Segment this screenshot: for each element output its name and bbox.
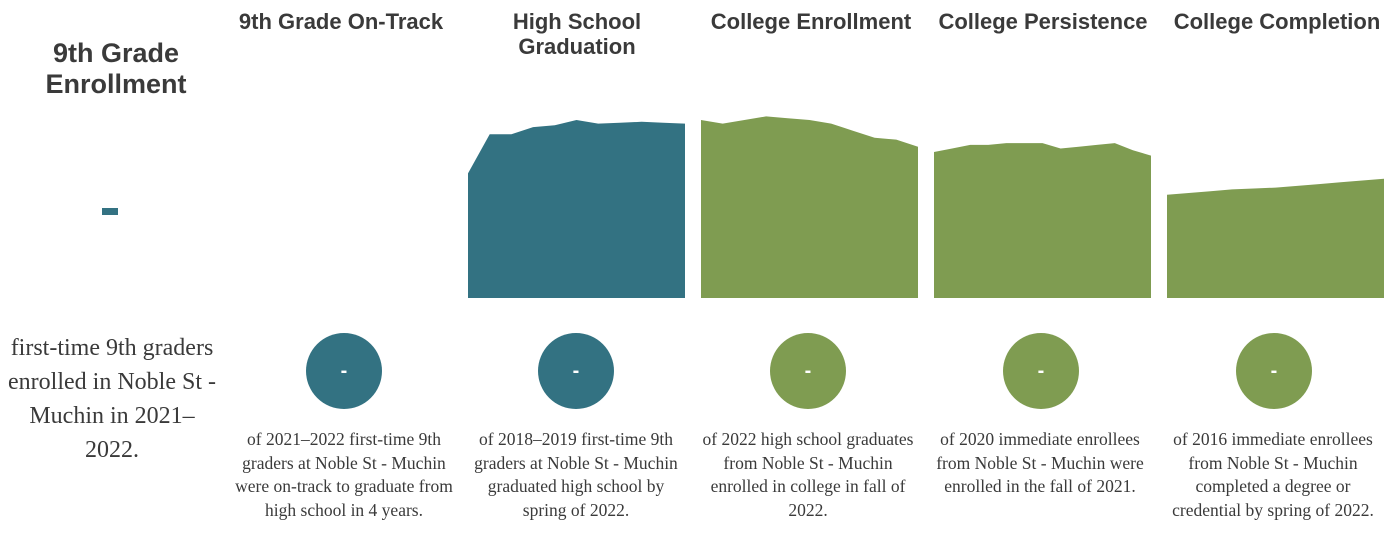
stage-title-hs-graduation: High School Graduation bbox=[512, 9, 642, 60]
stage-circle-hs-graduation: - bbox=[538, 333, 614, 409]
area-college-enrollment bbox=[701, 116, 918, 299]
area-hs-graduation bbox=[468, 120, 685, 298]
stage-circle-college-enrollment: - bbox=[770, 333, 846, 409]
stage-title-college-enrollment: College Enrollment bbox=[710, 9, 912, 34]
stage-title-on-track: 9th Grade On-Track bbox=[238, 9, 444, 34]
stage-circle-college-persistence: - bbox=[1003, 333, 1079, 409]
funnel-area-chart bbox=[468, 116, 1384, 299]
stage-circle-college-completion: - bbox=[1236, 333, 1312, 409]
enrollment-value-dash bbox=[102, 208, 118, 215]
enrollment-description: first-time 9th graders enrolled in Noble… bbox=[8, 335, 216, 464]
stage-desc-hs-graduation: of 2018–2019 first-time 9th graders at N… bbox=[474, 429, 678, 520]
stage-title-college-completion: College Completion bbox=[1173, 9, 1381, 34]
stage-desc-on-track: of 2021–2022 first-time 9th graders at N… bbox=[235, 429, 453, 520]
stage-desc-college-completion: of 2016 immediate enrollees from Noble S… bbox=[1172, 429, 1374, 520]
stage-desc-college-enrollment: of 2022 high school graduates from Noble… bbox=[702, 429, 914, 520]
stage-circle-on-track: - bbox=[306, 333, 382, 409]
area-college-persistence bbox=[934, 143, 1151, 298]
area-college-completion bbox=[1167, 178, 1384, 298]
enrollment-title: 9th Grade Enrollment bbox=[45, 38, 187, 100]
stage-desc-college-persistence: of 2020 immediate enrollees from Noble S… bbox=[936, 429, 1144, 497]
stage-title-college-persistence: College Persistence bbox=[938, 9, 1148, 34]
